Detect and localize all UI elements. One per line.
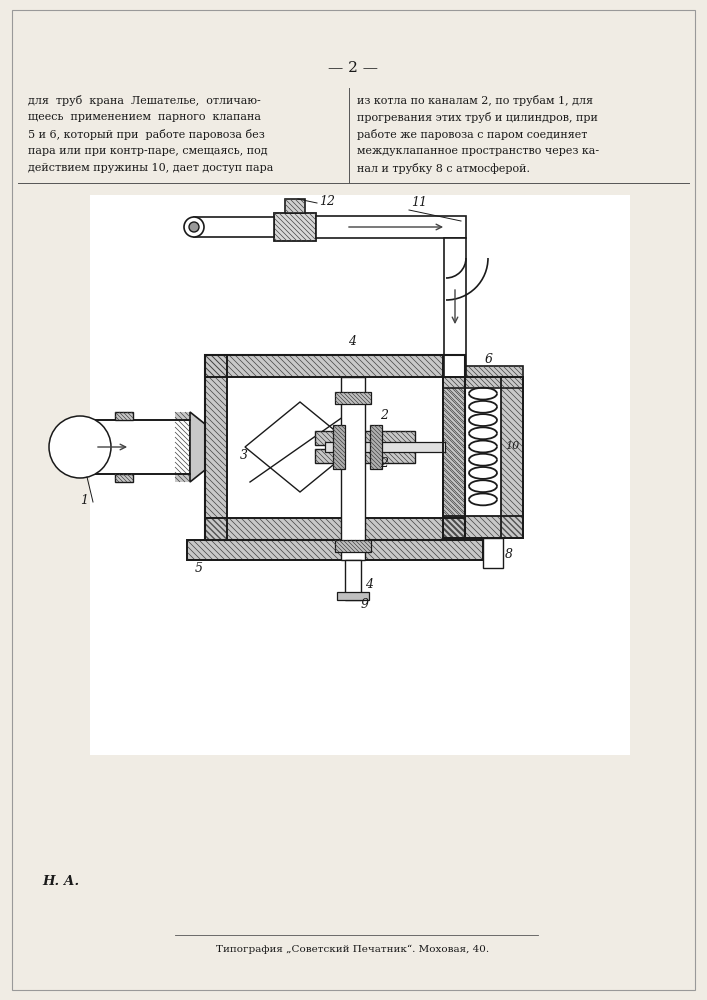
Bar <box>274 213 316 241</box>
Bar <box>187 540 483 560</box>
Text: Типография „Советский Печатник“. Моховая, 40.: Типография „Советский Печатник“. Моховая… <box>216 945 489 954</box>
Bar <box>205 355 465 377</box>
Bar <box>333 425 345 469</box>
Bar <box>115 412 133 420</box>
Bar <box>501 377 523 538</box>
Bar <box>61 437 75 457</box>
Text: действием пружины 10, дает доступ пара: действием пружины 10, дает доступ пара <box>28 163 274 173</box>
Bar <box>443 516 523 538</box>
Bar <box>465 377 501 516</box>
Bar <box>194 217 274 237</box>
Bar <box>90 195 630 755</box>
Bar <box>115 412 133 420</box>
Text: 2: 2 <box>380 457 388 470</box>
Text: 4: 4 <box>365 578 373 591</box>
Bar <box>335 540 371 552</box>
Bar <box>315 449 415 463</box>
Text: 8: 8 <box>505 548 513 561</box>
Bar <box>443 377 465 538</box>
Bar <box>316 216 466 238</box>
Bar <box>274 213 316 241</box>
Text: 5: 5 <box>195 562 203 575</box>
Bar <box>501 377 523 538</box>
Bar <box>175 412 190 482</box>
Text: нал и трубку 8 с атмосферой.: нал и трубку 8 с атмосферой. <box>357 163 530 174</box>
Bar <box>61 437 75 457</box>
Circle shape <box>184 217 204 237</box>
Bar <box>75 420 190 474</box>
Bar <box>315 431 415 445</box>
Text: 2: 2 <box>380 409 388 422</box>
Bar <box>115 474 133 482</box>
Text: работе же паровоза с паром соединяет: работе же паровоза с паром соединяет <box>357 129 588 140</box>
Bar <box>205 355 227 540</box>
Bar <box>337 592 369 600</box>
Bar <box>443 355 465 540</box>
Bar <box>443 377 465 538</box>
Text: 9: 9 <box>361 598 369 611</box>
Bar <box>341 377 365 560</box>
Text: 5 и 6, который при  работе паровоза без: 5 и 6, который при работе паровоза без <box>28 129 264 140</box>
Bar <box>443 366 523 388</box>
Bar <box>315 449 415 463</box>
Text: пара или при контр-паре, смещаясь, под: пара или при контр-паре, смещаясь, под <box>28 146 268 156</box>
Text: 12: 12 <box>319 195 335 208</box>
Bar <box>285 199 305 213</box>
Text: прогревания этих труб и цилиндров, при: прогревания этих труб и цилиндров, при <box>357 112 598 123</box>
Text: 4: 4 <box>348 335 356 348</box>
Bar <box>205 355 227 540</box>
Bar <box>443 355 465 540</box>
Bar <box>325 442 445 452</box>
Bar <box>335 540 371 552</box>
Bar <box>443 516 523 538</box>
Text: 1: 1 <box>80 494 88 507</box>
Bar <box>205 355 465 540</box>
Bar <box>187 540 483 560</box>
Text: для  труб  крана  Лешателье,  отличаю-: для труб крана Лешателье, отличаю- <box>28 95 261 106</box>
Bar <box>205 518 465 540</box>
Bar <box>335 392 371 404</box>
Bar <box>443 366 523 388</box>
Text: 11: 11 <box>411 196 427 209</box>
Bar <box>205 518 465 540</box>
Text: Н. А.: Н. А. <box>42 875 79 888</box>
Text: 10: 10 <box>505 441 519 451</box>
Polygon shape <box>190 412 205 482</box>
Text: 3: 3 <box>240 449 248 462</box>
Text: щеесь  применением  парного  клапана: щеесь применением парного клапана <box>28 112 261 122</box>
Bar <box>187 540 483 560</box>
Bar <box>335 392 371 404</box>
Text: из котла по каналам 2, по трубам 1, для: из котла по каналам 2, по трубам 1, для <box>357 95 593 106</box>
Bar <box>115 474 133 482</box>
Bar <box>370 425 382 469</box>
Bar <box>205 355 465 377</box>
Circle shape <box>189 222 199 232</box>
Text: — 2 —: — 2 — <box>328 61 378 75</box>
Text: междуклапанное пространство через ка-: междуклапанное пространство через ка- <box>357 146 599 156</box>
Bar <box>443 377 523 538</box>
Circle shape <box>49 416 111 478</box>
Bar <box>345 560 361 600</box>
Bar <box>315 431 415 445</box>
Bar <box>227 377 443 518</box>
Bar <box>285 199 305 213</box>
Text: 6: 6 <box>485 353 493 366</box>
Bar <box>483 538 503 568</box>
Bar <box>333 425 345 469</box>
Bar <box>444 238 466 377</box>
Bar <box>370 425 382 469</box>
Polygon shape <box>245 402 355 492</box>
